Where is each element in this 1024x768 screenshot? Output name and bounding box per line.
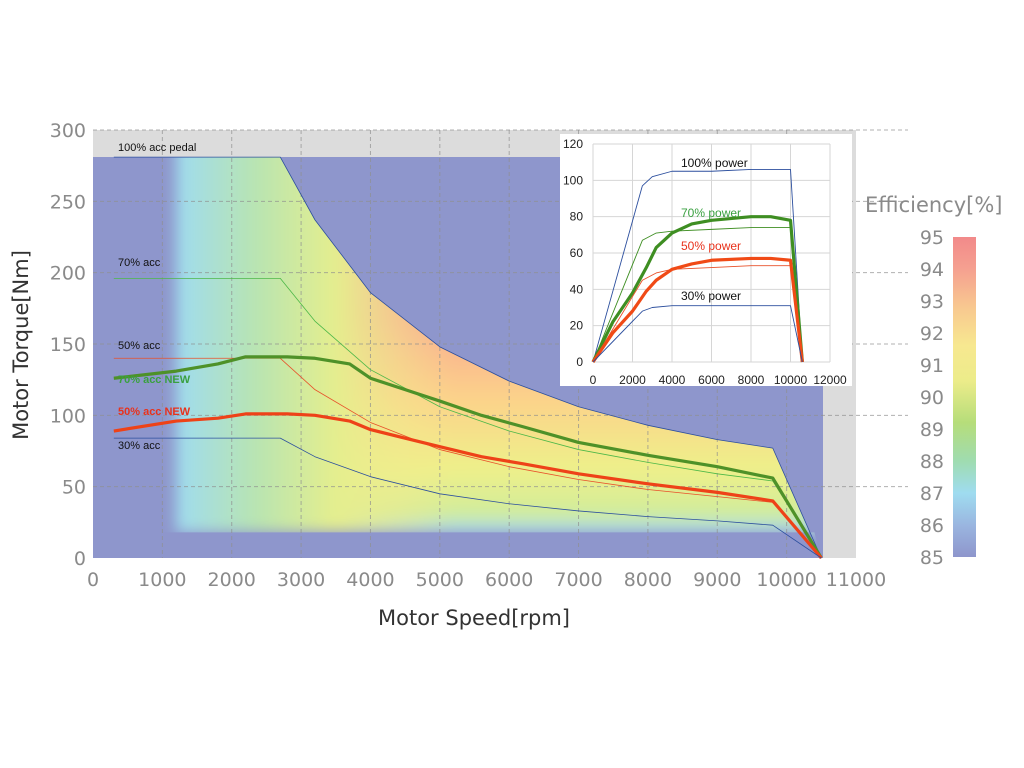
main-series-lines: [113, 156, 823, 560]
inset-label-70-power: 70% power: [681, 206, 741, 220]
colorbar-tick-label: 95: [920, 227, 944, 249]
colorbar-tick-label: 90: [920, 387, 944, 409]
main-y-tick-labels: 0 50 100 150 200 250 300: [50, 120, 86, 570]
inset-label-50-power: 50% power: [681, 239, 741, 253]
main-x-tick-label: 4000: [346, 569, 394, 591]
main-x-tick-label: 0: [87, 569, 99, 591]
colorbar-tick-label: 92: [920, 323, 944, 345]
inset-series-50-power: [592, 265, 803, 363]
inset-x-tick-label: 0: [590, 373, 597, 387]
main-x-tick-label: 10000: [756, 569, 816, 591]
main-y-tick-label: 300: [50, 120, 86, 142]
label-70-acc-new: 70% acc NEW: [118, 374, 191, 386]
efficiency-colorbar: [953, 237, 976, 557]
label-70-acc: 70% acc: [118, 257, 161, 269]
main-x-tick-label: 5000: [416, 569, 464, 591]
inset-y-tick-label: 60: [570, 246, 584, 260]
main-y-tick-label: 0: [74, 548, 86, 570]
series-100-acc-pedal: [113, 156, 822, 559]
series-50-acc: [113, 357, 822, 559]
inset-x-tick-label: 8000: [738, 373, 765, 387]
inset-x-tick-label: 6000: [698, 373, 725, 387]
main-x-tick-label: 8000: [624, 569, 672, 591]
inset-y-tick-label: 20: [570, 319, 584, 333]
colorbar-tick-labels: 85 86 87 88 89 90 91 92 93 94 95: [920, 227, 944, 569]
colorbar-tick-label: 85: [920, 547, 944, 569]
inset-x-tick-label: 2000: [619, 373, 646, 387]
inset-y-tick-label: 80: [570, 210, 584, 224]
main-x-tick-label: 3000: [277, 569, 325, 591]
label-100-acc-pedal: 100% acc pedal: [118, 142, 196, 154]
main-x-tick-label: 7000: [554, 569, 602, 591]
inset-series-30-power: [592, 305, 803, 363]
inset-series-50-power-new: [591, 256, 804, 363]
series-30-acc: [113, 437, 822, 559]
main-y-tick-label: 250: [50, 191, 86, 213]
colorbar-tick-label: 94: [920, 259, 944, 281]
inset-x-tick-label: 4000: [659, 373, 686, 387]
colorbar-tick-label: 87: [920, 483, 944, 505]
colorbar-tick-label: 86: [920, 515, 944, 537]
inset-y-tick-label: 40: [570, 282, 584, 296]
label-50-acc-new: 50% acc NEW: [118, 406, 191, 418]
colorbar-tick-label: 91: [920, 355, 944, 377]
power-inset-chart: 0 2000 4000 6000 8000 10000 12000 0 20 40 60 80 100…: [560, 134, 852, 387]
main-y-tick-label: 50: [62, 477, 86, 499]
inset-series-70-power-new: [591, 215, 804, 363]
main-x-tick-label: 9000: [693, 569, 741, 591]
inset-y-tick-label: 100: [563, 173, 583, 187]
colorbar-tick-label: 89: [920, 419, 944, 441]
inset-series-lines: [591, 168, 804, 363]
main-x-tick-labels: 0 1000 2000 3000 4000 5000 6000 7000 8000 9000 100…: [87, 569, 886, 591]
inset-x-tick-label: 10000: [774, 373, 808, 387]
label-50-acc: 50% acc: [118, 340, 161, 352]
main-x-tick-label: 2000: [208, 569, 256, 591]
main-y-tick-label: 200: [50, 263, 86, 285]
label-30-acc: 30% acc: [118, 440, 161, 452]
colorbar-title: Efficiency[%]: [865, 193, 1003, 217]
series-50-acc-new: [113, 412, 823, 560]
inset-series-70-power: [592, 227, 803, 363]
main-y-tick-label: 150: [50, 334, 86, 356]
inset-x-tick-labels: 0 2000 4000 6000 8000 10000 12000: [590, 373, 847, 387]
main-x-tick-label: 1000: [138, 569, 186, 591]
main-x-tick-label: 11000: [826, 569, 886, 591]
inset-y-tick-labels: 0 20 40 60 80 100 120: [563, 137, 583, 369]
inset-series-100-power: [592, 168, 803, 363]
inset-x-tick-label: 12000: [813, 373, 847, 387]
colorbar-tick-label: 93: [920, 291, 944, 313]
inset-label-30-power: 30% power: [681, 289, 741, 303]
inset-label-100-power: 100% power: [681, 156, 748, 170]
main-y-axis-title: Motor Torque[Nm]: [9, 250, 33, 440]
inset-gridlines: [592, 143, 831, 363]
main-x-tick-label: 6000: [485, 569, 533, 591]
inset-y-tick-label: 0: [576, 355, 583, 369]
main-x-axis-title: Motor Speed[rpm]: [378, 606, 570, 630]
main-y-tick-label: 100: [50, 405, 86, 427]
inset-y-tick-label: 120: [563, 137, 583, 151]
colorbar-tick-label: 88: [920, 451, 944, 473]
series-70-acc: [113, 277, 822, 559]
series-70-acc-new: [113, 355, 823, 559]
